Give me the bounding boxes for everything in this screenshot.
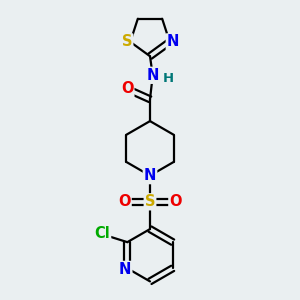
Text: H: H	[163, 71, 174, 85]
Text: N: N	[146, 68, 159, 83]
Text: Cl: Cl	[94, 226, 110, 241]
Text: O: O	[118, 194, 130, 209]
Text: N: N	[167, 34, 179, 50]
Text: S: S	[122, 34, 132, 50]
Text: N: N	[119, 262, 131, 277]
Text: S: S	[145, 194, 155, 209]
Text: O: O	[121, 81, 133, 96]
Text: O: O	[169, 194, 182, 209]
Text: N: N	[144, 168, 156, 183]
